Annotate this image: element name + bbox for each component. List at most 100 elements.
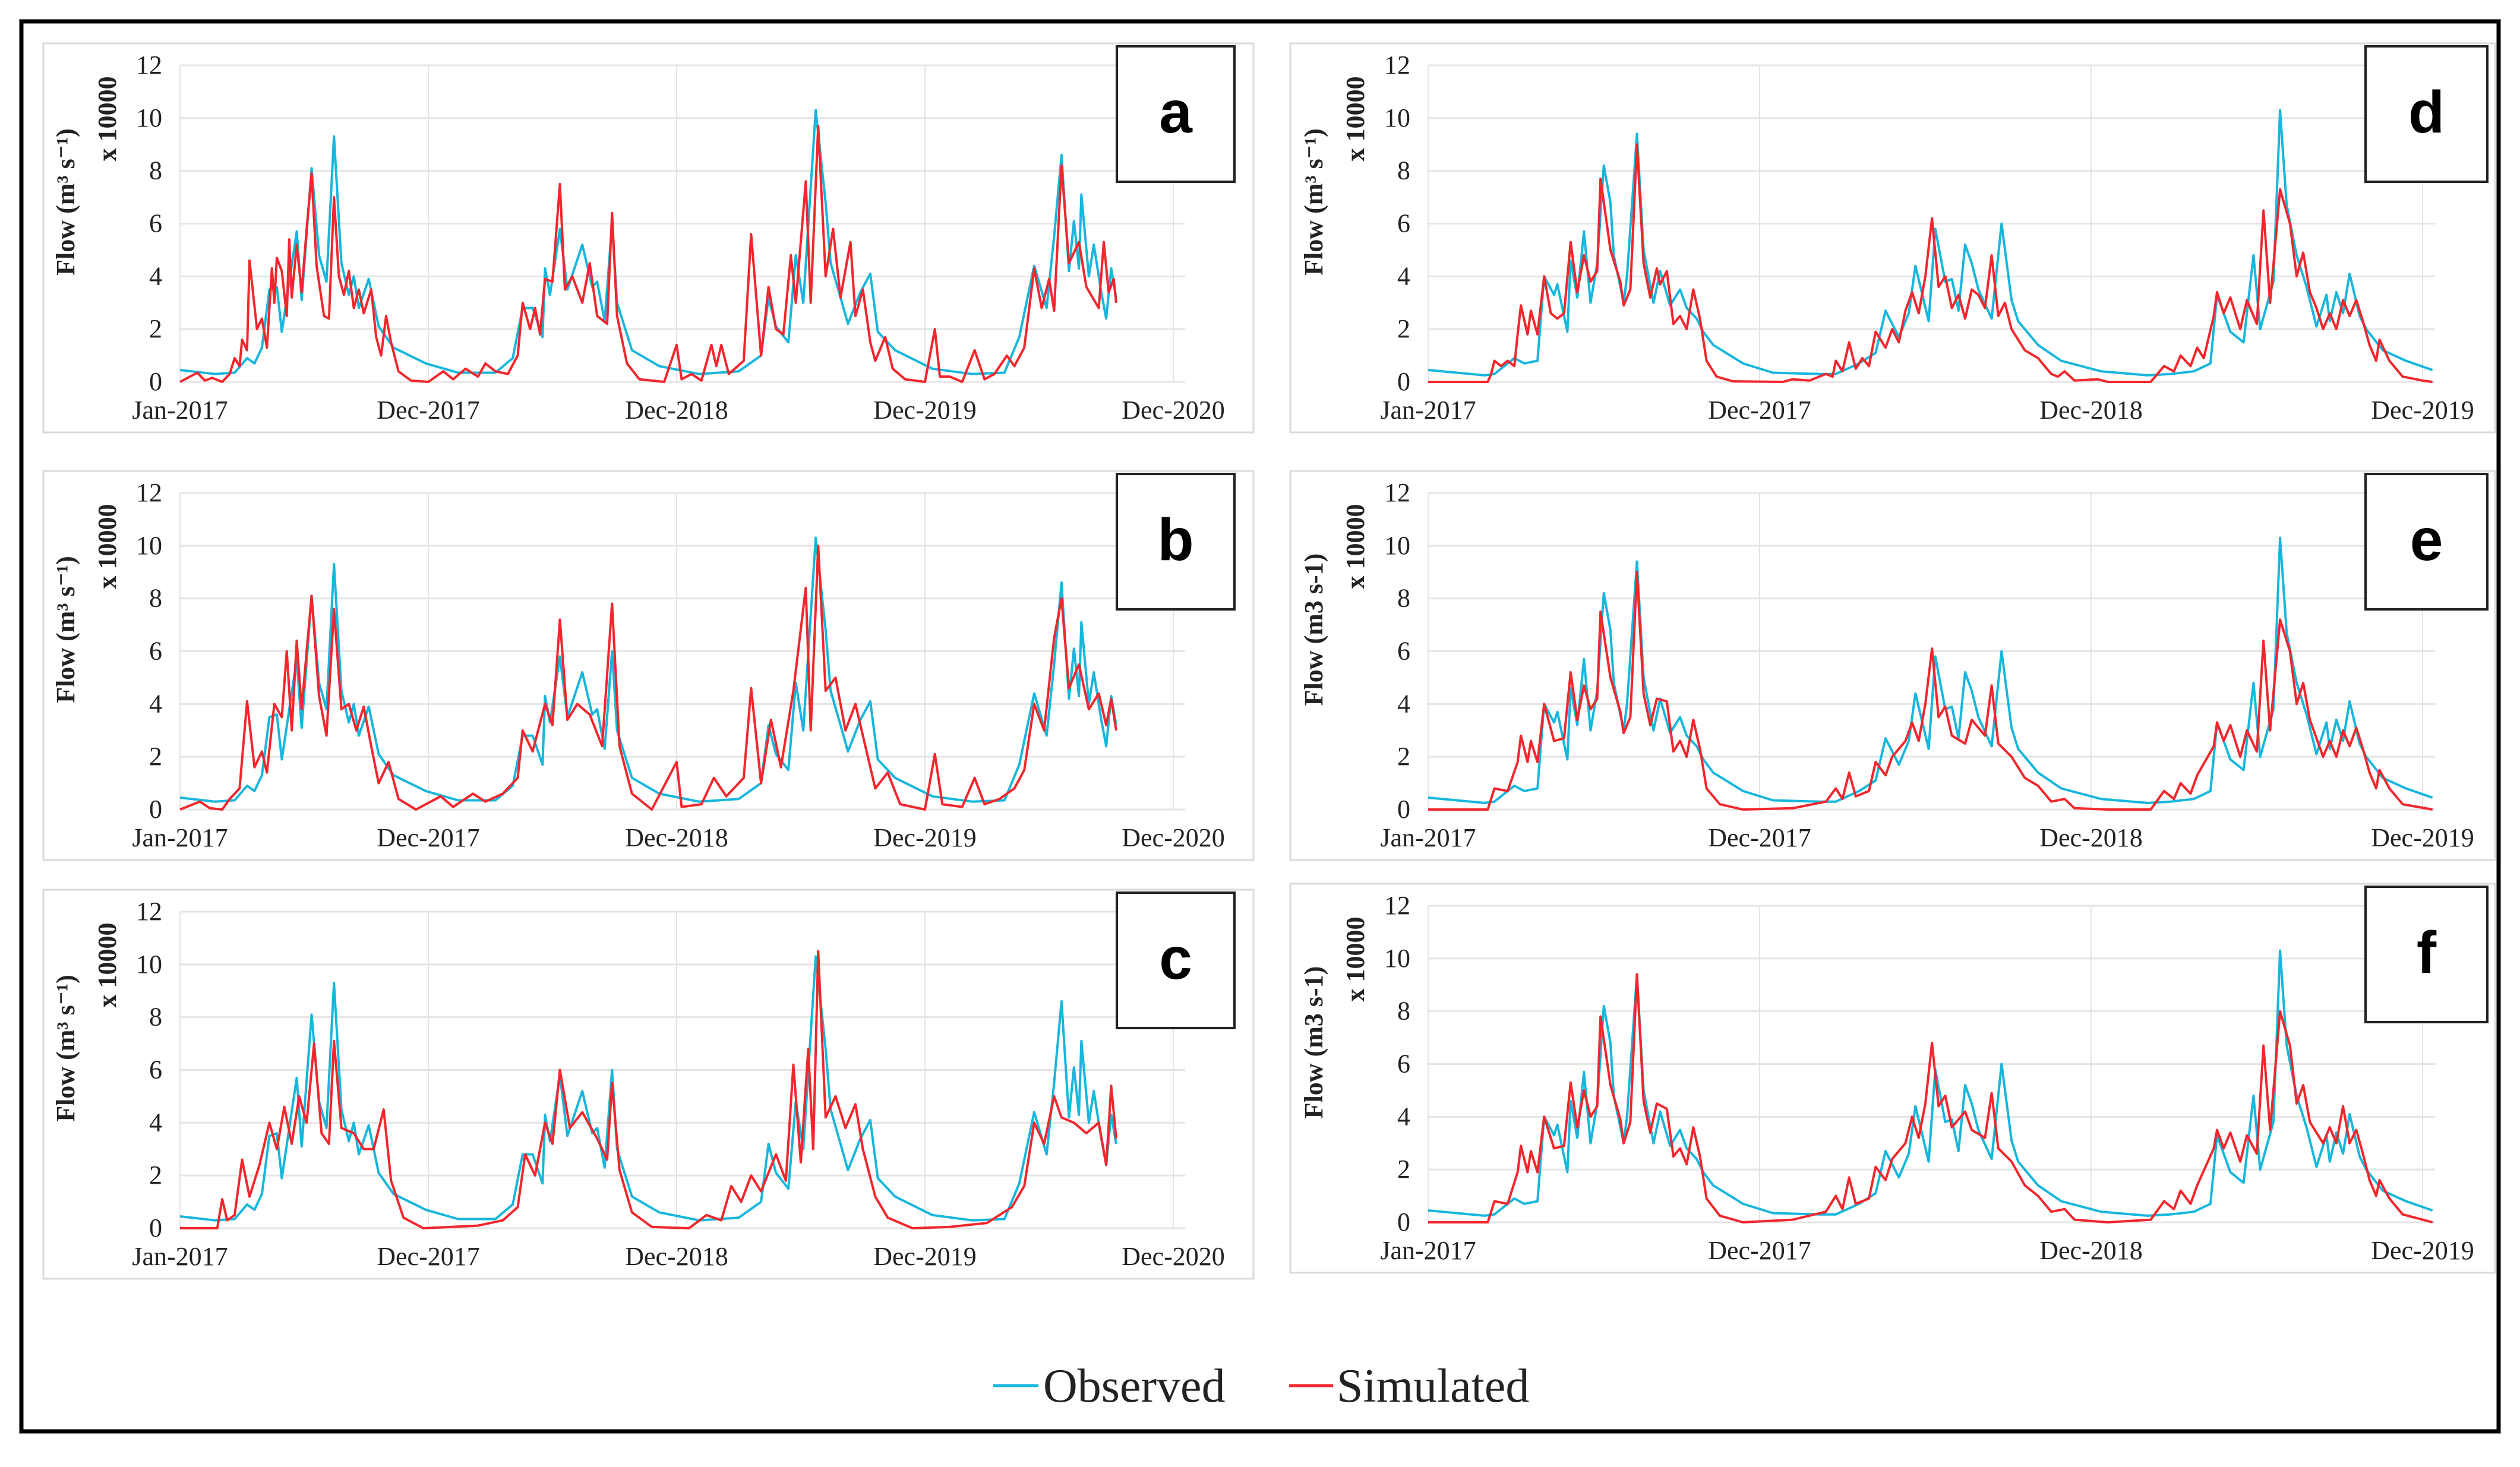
y-axis-title: Flow (m³ s⁻¹) xyxy=(51,556,80,703)
y-tick-label: 12 xyxy=(136,897,162,926)
series-line-simulated xyxy=(1428,143,2433,383)
panel-label: e xyxy=(2410,507,2443,573)
chart-panel-b: 0 2 4 6 8 10 12 Jan-2017 Dec-2017 Dec-2018 Dec-201… xyxy=(42,470,1255,861)
panel-label: b xyxy=(1157,507,1193,573)
panel-frame xyxy=(42,42,1255,434)
panel-label-box xyxy=(1116,473,1236,611)
x-tick-label: Jan-2017 xyxy=(132,396,228,425)
x-tick-label: Dec-2019 xyxy=(2371,396,2474,425)
x-tick-label: Jan-2017 xyxy=(132,823,228,852)
y-tick-label: 4 xyxy=(149,1108,162,1137)
panel-label: d xyxy=(2408,79,2445,146)
y-tick-label: 12 xyxy=(136,478,162,507)
y-tick-label: 4 xyxy=(149,689,162,718)
y-tick-label: 0 xyxy=(149,795,162,824)
x-tick-label: Dec-2018 xyxy=(625,1242,728,1271)
legend-simulated-label: Simulated xyxy=(1337,1360,1529,1412)
y-tick-label: 10 xyxy=(1384,531,1410,560)
y-tick-label: 2 xyxy=(1397,314,1410,343)
y-tick-label: 2 xyxy=(1397,1155,1410,1184)
y-axis-title: Flow (m³ s⁻¹) xyxy=(1299,128,1328,276)
y-tick-label: 6 xyxy=(149,209,162,238)
y-tick-label: 6 xyxy=(1397,209,1410,238)
y-tick-label: 0 xyxy=(1397,367,1410,396)
series-line-simulated xyxy=(1428,571,2433,811)
y-tick-label: 4 xyxy=(1397,261,1410,290)
y-tick-label: 8 xyxy=(149,584,162,613)
y-tick-label: 0 xyxy=(149,1213,162,1242)
y-tick-label: 0 xyxy=(149,367,162,396)
x-tick-label: Jan-2017 xyxy=(132,1242,228,1271)
x-tick-label: Dec-2019 xyxy=(873,396,977,425)
y-tick-label: 8 xyxy=(1397,997,1410,1026)
y-axis-scale-label: x 10000 xyxy=(93,504,122,589)
y-tick-label: 12 xyxy=(136,50,162,80)
panel-label: c xyxy=(1159,925,1192,992)
x-tick-label: Dec-2019 xyxy=(2371,1236,2474,1265)
y-axis-scale-label: x 10000 xyxy=(1341,917,1370,1002)
y-tick-label: 10 xyxy=(1384,103,1410,132)
y-tick-label: 12 xyxy=(1384,50,1410,80)
series-line-simulated xyxy=(179,544,1117,811)
x-tick-label: Dec-2019 xyxy=(2371,823,2474,852)
y-tick-label: 6 xyxy=(149,1055,162,1085)
series-line-simulated xyxy=(179,125,1117,383)
chart-panel-a: 0 2 4 6 8 10 12 Jan-2017 Dec-2017 Dec-2018 Dec-201… xyxy=(42,42,1255,434)
x-tick-label: Jan-2017 xyxy=(1380,823,1476,852)
y-tick-label: 6 xyxy=(1397,637,1410,666)
x-tick-label: Dec-2017 xyxy=(1708,1236,1811,1265)
y-tick-label: 4 xyxy=(1397,1102,1410,1131)
y-axis-scale-label: x 10000 xyxy=(1341,504,1370,589)
panel-frame xyxy=(42,889,1255,1280)
y-tick-label: 2 xyxy=(149,1161,162,1190)
y-tick-label: 10 xyxy=(136,531,162,560)
panel-label-box xyxy=(1116,45,1236,183)
series-line-simulated xyxy=(1428,973,2433,1223)
series-line-observed xyxy=(179,536,1117,803)
y-tick-label: 2 xyxy=(1397,742,1410,771)
y-axis-scale-label: x 10000 xyxy=(93,77,122,162)
x-tick-label: Dec-2018 xyxy=(2039,1236,2143,1265)
legend: Observed Simulated xyxy=(993,1360,1529,1412)
y-tick-label: 0 xyxy=(1397,1207,1410,1237)
y-tick-label: 6 xyxy=(149,637,162,666)
y-tick-label: 10 xyxy=(1384,944,1410,973)
y-tick-label: 6 xyxy=(1397,1049,1410,1079)
x-tick-label: Dec-2018 xyxy=(625,823,728,852)
y-tick-label: 0 xyxy=(1397,795,1410,824)
x-tick-label: Dec-2017 xyxy=(1708,396,1811,425)
legend-observed-label: Observed xyxy=(1043,1360,1226,1412)
x-tick-label: Dec-2019 xyxy=(873,823,977,852)
x-tick-label: Dec-2018 xyxy=(2039,823,2143,852)
y-tick-label: 2 xyxy=(149,742,162,771)
y-axis-title: Flow (m3 s-1) xyxy=(1299,554,1328,706)
y-axis-scale-label: x 10000 xyxy=(93,923,122,1008)
y-axis-title: Flow (m3 s-1) xyxy=(1299,966,1328,1119)
y-tick-label: 12 xyxy=(1384,478,1410,507)
y-tick-label: 10 xyxy=(136,950,162,979)
x-tick-label: Dec-2020 xyxy=(1122,823,1225,852)
y-tick-label: 8 xyxy=(1397,584,1410,613)
y-tick-label: 12 xyxy=(1384,891,1410,920)
x-tick-label: Dec-2020 xyxy=(1122,1242,1225,1271)
x-tick-label: Dec-2017 xyxy=(377,1242,480,1271)
x-tick-label: Jan-2017 xyxy=(1380,396,1476,425)
y-axis-title: Flow (m³ s⁻¹) xyxy=(51,128,80,276)
x-tick-label: Dec-2019 xyxy=(873,1242,977,1271)
chart-panel-c: 0 2 4 6 8 10 12 Jan-2017 Dec-2017 Dec-2018 Dec-201… xyxy=(42,889,1255,1280)
x-tick-label: Dec-2020 xyxy=(1122,396,1225,425)
chart-panel-f: 0 2 4 6 8 10 12 Jan-2017 Dec-2017 Dec-2018 Dec-201… xyxy=(1289,883,2496,1274)
panel-label: f xyxy=(2417,919,2437,986)
panel-label-box xyxy=(2364,45,2489,183)
series-line-simulated xyxy=(180,950,1117,1229)
x-tick-label: Dec-2018 xyxy=(625,396,728,425)
y-tick-label: 8 xyxy=(1397,156,1410,185)
y-tick-label: 4 xyxy=(149,261,162,290)
chart-panel-d: 0 2 4 6 8 10 12 Jan-2017 Dec-2017 Dec-2018 Dec-201… xyxy=(1289,42,2496,434)
x-tick-label: Dec-2017 xyxy=(377,396,480,425)
chart-panel-e: 0 2 4 6 8 10 12 Jan-2017 Dec-2017 Dec-2018 Dec-201… xyxy=(1289,470,2496,861)
y-tick-label: 8 xyxy=(149,156,162,185)
panel-label-box xyxy=(2364,473,2489,611)
x-tick-label: Jan-2017 xyxy=(1380,1236,1476,1265)
